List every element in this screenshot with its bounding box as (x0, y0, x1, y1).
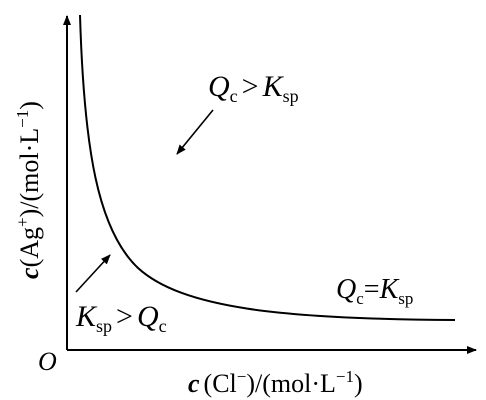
y-axis-label: c(Ag+)/(mol·L−1) (13, 101, 44, 279)
origin-label: O (38, 347, 57, 376)
curve-label: Qc=Ksp (336, 274, 413, 308)
arrow-toward-curve (176, 109, 214, 155)
x-axis-label: c (Cl−)/(mol·L−1) (188, 367, 363, 398)
region-above-label: Qc > Ksp (208, 70, 299, 106)
saturation-curve (79, 14, 456, 321)
arrow-toward-curve-from-below (75, 254, 111, 293)
region-below-label: Ksp > Qc (75, 300, 167, 336)
